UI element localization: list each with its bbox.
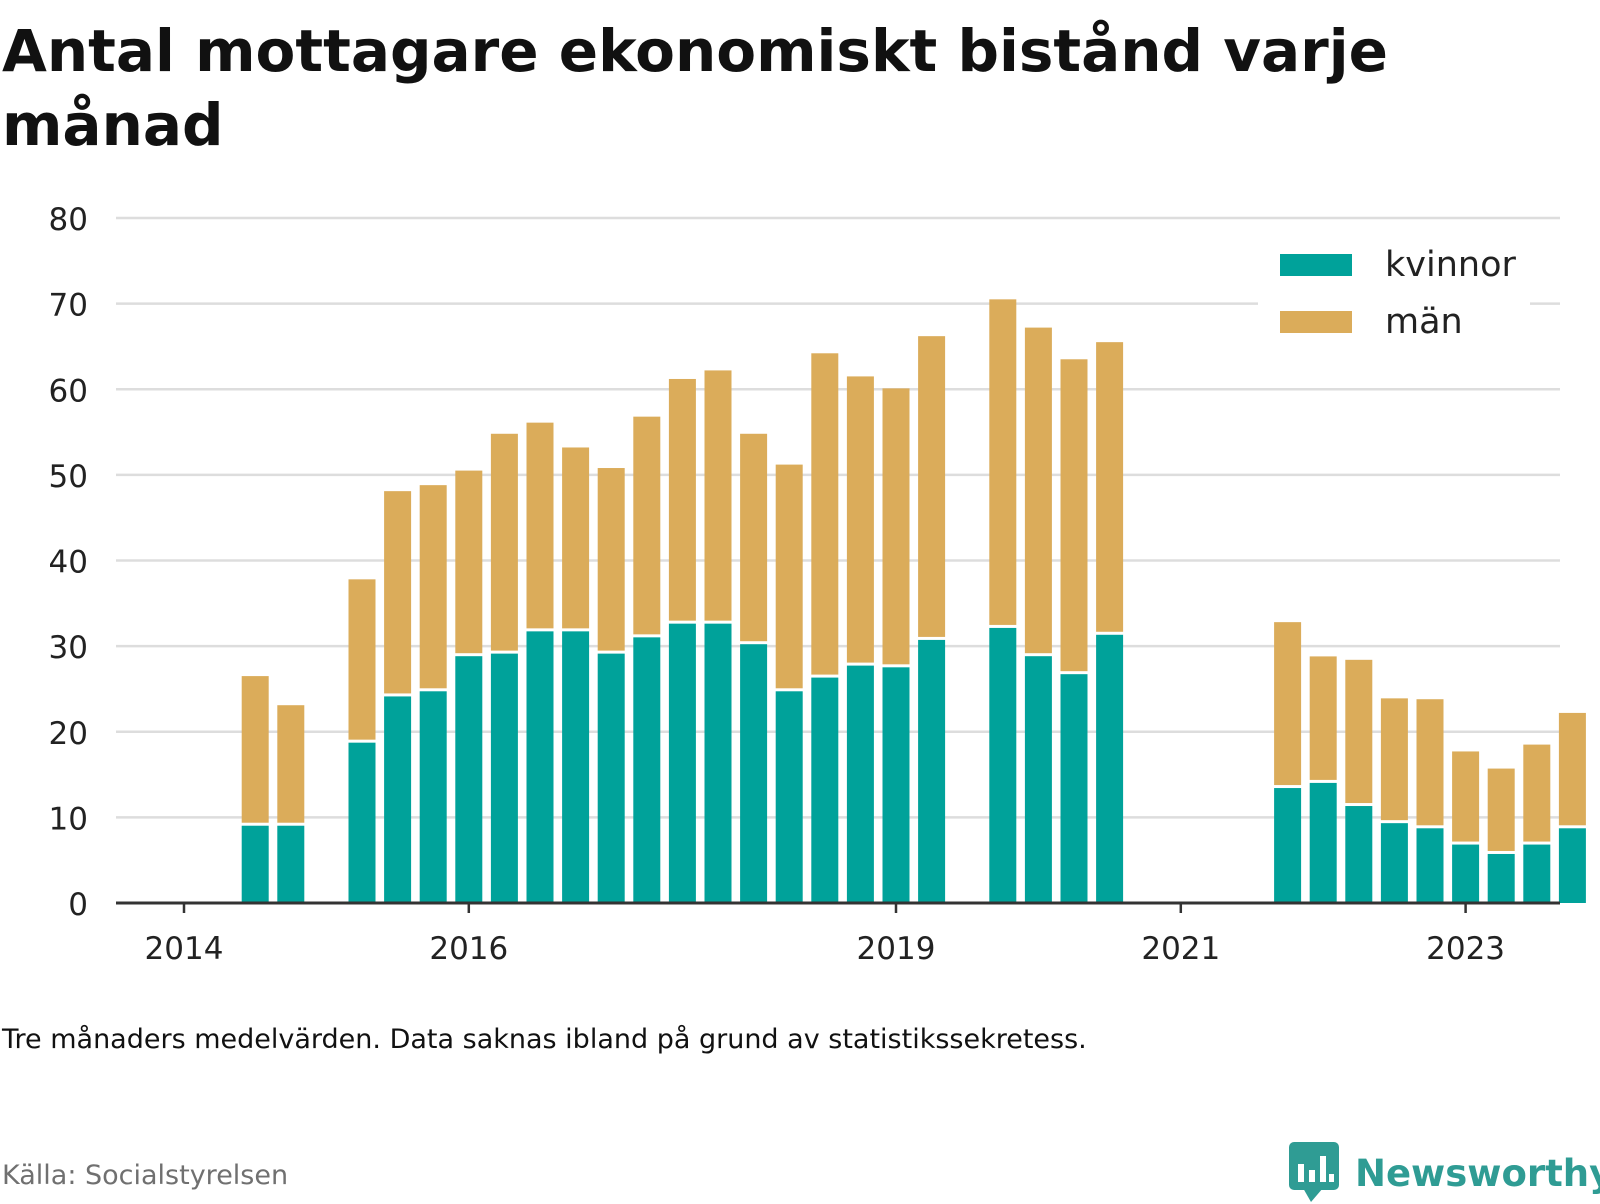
y-tick-label: 20: [49, 716, 88, 752]
y-tick-label: 50: [49, 459, 88, 495]
bar-man: [1487, 768, 1515, 851]
bar-kvinnor: [419, 691, 447, 903]
stacked-bar-chart: 0 10 20 30 40 50 60 70 80 2014 2016 2019 2021 2023 k…: [49, 202, 1586, 967]
bar-man: [775, 464, 803, 689]
bar-kvinnor: [1558, 828, 1586, 903]
bar-man: [633, 416, 661, 635]
bar-kvinnor: [1452, 844, 1480, 903]
bar-kvinnor: [348, 742, 376, 903]
brand-name: Newsworthy: [1355, 1151, 1600, 1195]
bar-man: [1380, 698, 1408, 821]
bar-kvinnor: [1096, 634, 1124, 903]
bar-kvinnor: [1274, 788, 1302, 903]
bar-kvinnor: [1487, 853, 1515, 903]
bar-man: [241, 676, 269, 823]
bar-man: [597, 468, 625, 651]
bar-man: [1096, 342, 1124, 632]
legend-swatch-kvinnor: [1280, 254, 1352, 276]
bar-kvinnor: [490, 653, 518, 903]
x-tick-label: 2021: [1141, 931, 1220, 967]
bar-kvinnor: [526, 631, 554, 903]
bar-kvinnor: [775, 691, 803, 903]
bar-kvinnor: [704, 623, 732, 903]
y-tick-label: 10: [49, 801, 88, 837]
bar-kvinnor: [1345, 806, 1373, 903]
bar-kvinnor: [1060, 674, 1088, 903]
bar-man: [1024, 327, 1052, 654]
bar-kvinnor: [1024, 656, 1052, 903]
bar-man: [1060, 359, 1088, 672]
bar-kvinnor: [562, 631, 590, 903]
bar-kvinnor: [668, 623, 696, 903]
y-tick-label: 0: [68, 887, 88, 923]
bar-man: [1416, 699, 1444, 826]
bar-kvinnor: [384, 696, 412, 903]
x-tick-label: 2014: [145, 931, 224, 967]
bar-man: [989, 299, 1017, 625]
bar-man: [455, 470, 483, 654]
bar-man: [526, 422, 554, 629]
y-tick-label: 70: [49, 288, 88, 324]
bar-man: [1523, 744, 1551, 842]
y-tick-label: 80: [49, 202, 88, 238]
legend: kvinnor män: [1258, 245, 1530, 365]
legend-label-kvinnor: kvinnor: [1385, 245, 1516, 285]
x-tick-label: 2016: [429, 931, 508, 967]
y-axis-ticks: 0 10 20 30 40 50 60 70 80: [49, 202, 88, 923]
bar-man: [1309, 656, 1337, 780]
chart-title: Antal mottagare ekonomiskt bistånd varje…: [2, 17, 1388, 159]
bar-kvinnor: [1380, 823, 1408, 903]
bar-kvinnor: [918, 639, 946, 903]
bar-man: [740, 433, 768, 642]
bar-kvinnor: [597, 653, 625, 903]
bar-man: [918, 336, 946, 637]
bar-man: [490, 433, 518, 651]
bar-kvinnor: [989, 627, 1017, 903]
source-credit: Källa: Socialstyrelsen: [2, 1160, 289, 1191]
bar-man: [811, 353, 839, 675]
bar-kvinnor: [277, 825, 305, 903]
x-tick-label: 2023: [1426, 931, 1505, 967]
x-axis: 2014 2016 2019 2021 2023: [116, 901, 1560, 967]
bar-kvinnor: [846, 665, 874, 903]
bar-kvinnor: [455, 656, 483, 903]
y-tick-label: 40: [49, 545, 88, 581]
bar-kvinnor: [1309, 782, 1337, 903]
legend-label-man: män: [1385, 302, 1463, 342]
bar-kvinnor: [1523, 844, 1551, 903]
chart-note: Tre månaders medelvärden. Data saknas ib…: [2, 1024, 1087, 1055]
x-tick-label: 2019: [857, 931, 936, 967]
newsworthy-logo-icon: [1289, 1142, 1339, 1202]
bar-man: [384, 491, 412, 694]
bars: [241, 299, 1586, 903]
bar-man: [704, 370, 732, 621]
bar-kvinnor: [811, 677, 839, 903]
bar-kvinnor: [740, 644, 768, 903]
legend-swatch-man: [1280, 311, 1352, 333]
bar-kvinnor: [1416, 828, 1444, 903]
bar-kvinnor: [241, 825, 269, 903]
y-tick-label: 30: [49, 630, 88, 666]
y-tick-label: 60: [49, 373, 88, 409]
bar-man: [1274, 622, 1302, 786]
bar-man: [846, 376, 874, 663]
bar-man: [419, 485, 447, 689]
bar-man: [882, 388, 910, 665]
bar-man: [348, 579, 376, 740]
bar-man: [277, 705, 305, 823]
bar-man: [1345, 659, 1373, 804]
bar-man: [562, 447, 590, 629]
bar-kvinnor: [633, 637, 661, 903]
bar-man: [1452, 751, 1480, 842]
bar-man: [1558, 712, 1586, 826]
bar-man: [668, 378, 696, 621]
bar-kvinnor: [882, 667, 910, 903]
brand-logo[interactable]: Newsworthy: [1289, 1142, 1600, 1204]
